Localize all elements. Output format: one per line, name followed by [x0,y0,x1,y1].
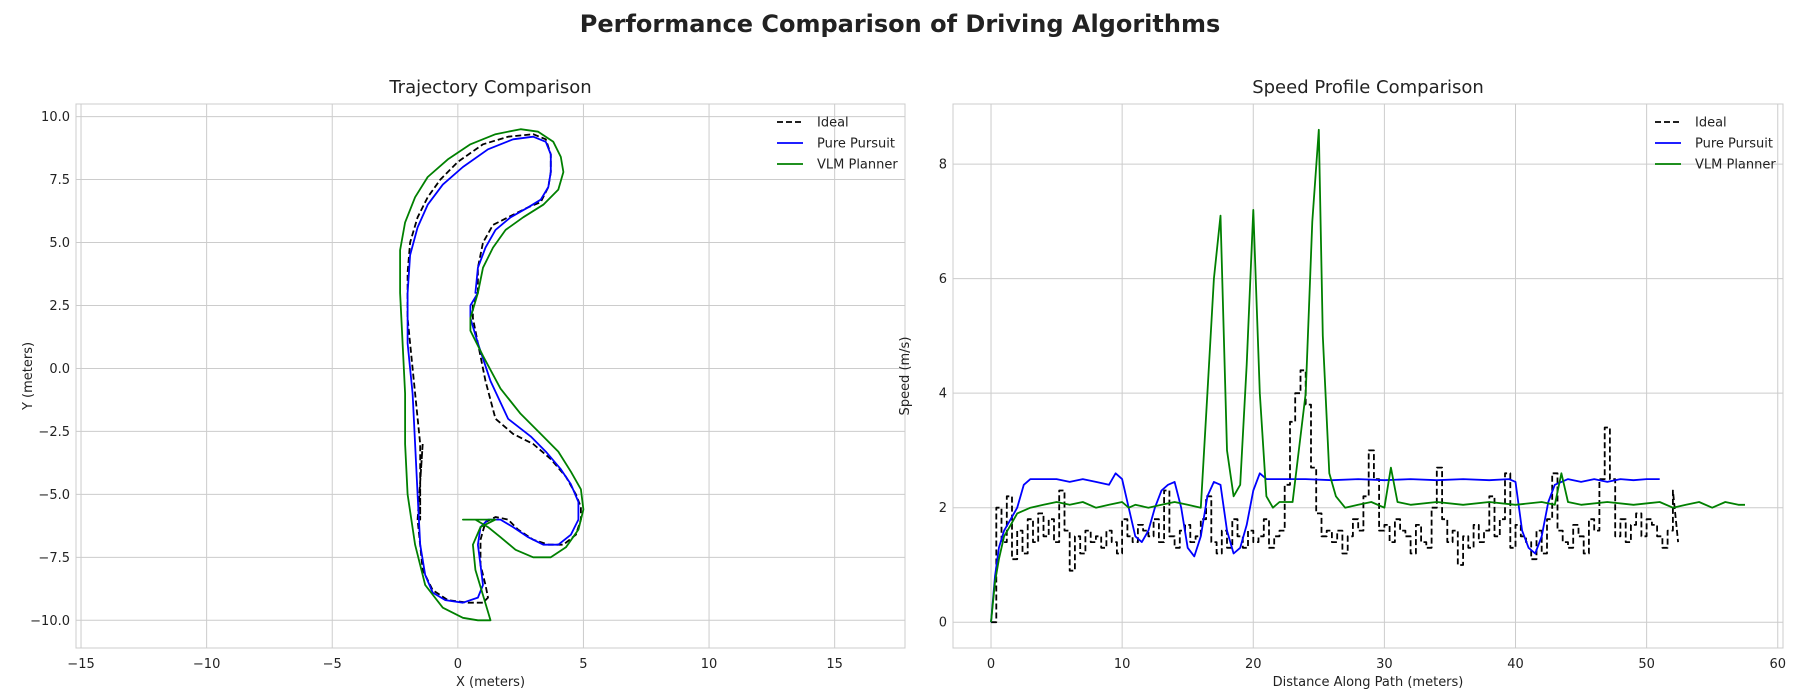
axes-frame [75,103,906,649]
y-tick-label: 4 [939,387,947,402]
x-tick-label: −10 [193,657,220,672]
trajectory-axes: −15 −10 −5 0 5 10 15 −10.0 −7.5 −5.0 −2.5 0.0 2.5 5.0… [21,77,906,690]
y-tick-label: 0.0 [49,362,70,377]
x-tick-label: 50 [1638,657,1655,672]
legend-label: Pure Pursuit [1695,137,1773,152]
y-axis-label: Speed (m/s) [898,337,913,416]
series-line-pure-pursuit [406,135,580,604]
axes-title: Trajectory Comparison [388,77,591,98]
x-axis-label: X (meters) [456,675,525,690]
x-tick-label: 20 [1245,657,1262,672]
x-tick-label: 60 [1769,657,1786,672]
y-tick-label: 7.5 [49,173,70,188]
axes-title: Speed Profile Comparison [1252,77,1484,98]
x-tick-label: 0 [987,657,995,672]
y-tick-label: 0 [939,616,947,631]
x-axis-label: Distance Along Path (meters) [1273,675,1464,690]
legend-label: VLM Planner [817,158,898,173]
y-axis-label: Y (meters) [21,342,36,411]
speed-profile-axes: 0 10 20 30 40 50 60 0 2 4 6 8 Speed Profile Comparis… [898,77,1786,690]
x-tick-label: 30 [1376,657,1393,672]
x-tick-label: 5 [579,657,587,672]
y-tick-label: −2.5 [38,425,70,440]
legend-label: Pure Pursuit [817,137,895,152]
series-line-vlm-planner [399,128,585,622]
y-tick-label: 6 [939,272,947,287]
x-tick-label: 0 [454,657,462,672]
x-tick-label: 15 [826,657,843,672]
x-tick-label: −15 [67,657,94,672]
y-tick-label: −5.0 [38,488,70,503]
y-tick-label: 8 [939,158,947,173]
series-line-pure-pursuit [990,472,1660,623]
y-tick-label: −7.5 [38,551,70,566]
series-line-ideal [406,133,582,604]
y-tick-label: 10.0 [41,110,70,125]
y-tick-label: −10.0 [30,614,70,629]
figure-title: Performance Comparison of Driving Algori… [580,10,1221,38]
axes-frame [952,103,1784,649]
legend-label: Ideal [817,116,849,131]
x-tick-label: 10 [701,657,718,672]
x-tick-label: 40 [1507,657,1524,672]
series-line-vlm-planner [990,128,1745,623]
y-tick-label: 2.5 [49,299,70,314]
x-tick-label: 10 [1114,657,1131,672]
y-tick-label: 2 [939,501,947,516]
x-tick-label: −5 [323,657,342,672]
series-line-ideal [991,369,1679,624]
y-tick-label: 5.0 [49,236,70,251]
legend-label: Ideal [1695,116,1727,131]
legend-label: VLM Planner [1695,158,1776,173]
